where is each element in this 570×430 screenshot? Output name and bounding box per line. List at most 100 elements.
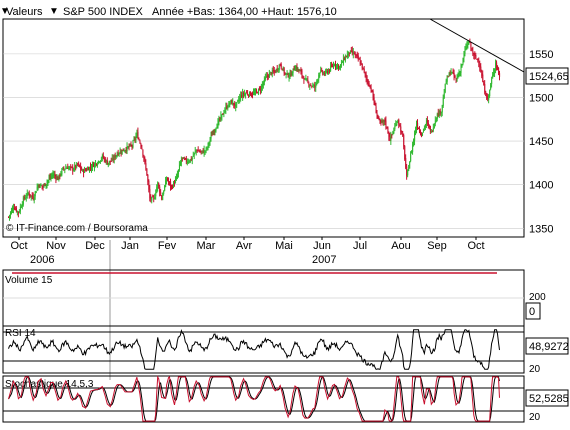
stoch-main-line (8, 375, 500, 422)
candle-body (88, 168, 90, 171)
candle-body (118, 153, 120, 155)
candle-body (21, 204, 23, 207)
candle-body (19, 206, 21, 212)
candle-body (66, 168, 68, 170)
candle-body (413, 139, 415, 145)
candle-body (172, 186, 174, 188)
candle-body (319, 72, 321, 76)
candle-body (236, 102, 238, 105)
candle-body (100, 158, 102, 160)
candle-body (377, 114, 379, 118)
candle-body (174, 182, 176, 184)
candle-body (280, 64, 282, 68)
candle-body (419, 129, 421, 131)
candle-body (364, 72, 366, 75)
candle-body (368, 83, 370, 87)
candle-body (440, 111, 442, 114)
candle-body (461, 64, 463, 67)
candle-body (332, 66, 334, 68)
candle-body (116, 153, 118, 157)
candle-body (277, 69, 279, 71)
candle-body (213, 132, 215, 134)
candle-body (196, 150, 198, 152)
instrument-arrow-icon[interactable]: ▼ (49, 6, 59, 17)
candle-body (91, 167, 93, 169)
candle-body (89, 167, 91, 172)
year-label: 2006 (30, 254, 54, 266)
candle-body (466, 44, 468, 48)
candle-body (152, 195, 154, 198)
candle-body (220, 115, 222, 120)
candle-body (330, 66, 332, 72)
candle-body (317, 79, 319, 82)
candle-body (34, 191, 36, 197)
candle-body (30, 195, 32, 197)
instrument-name[interactable]: S&P 500 INDEX (63, 6, 144, 18)
candle-body (399, 125, 401, 127)
candle-body (222, 113, 224, 115)
candle-body (96, 163, 98, 165)
candle-body (407, 170, 409, 176)
candle-body (491, 79, 493, 85)
candle-body (474, 54, 476, 57)
candle-body (468, 42, 470, 44)
candle-body (312, 85, 314, 87)
candle-body (143, 155, 145, 160)
candle-body (115, 155, 117, 158)
candle-body (284, 72, 286, 74)
candle-body (475, 55, 477, 59)
valeurs-menu[interactable]: Valeurs (6, 6, 43, 18)
candle-body (82, 169, 84, 171)
candle-body (485, 91, 487, 96)
candle-body (261, 85, 263, 92)
candle-body (13, 207, 15, 210)
candle-body (203, 149, 205, 153)
candle-body (86, 170, 88, 172)
candle-body (79, 164, 81, 167)
candle-body (250, 92, 252, 96)
candle-body (254, 92, 256, 94)
candle-body (259, 88, 261, 90)
rsi-panel-frame (2, 325, 525, 374)
candle-body (123, 150, 125, 152)
candle-body (117, 152, 119, 155)
candle-body (101, 155, 103, 159)
candle-body (454, 75, 456, 78)
candle-body (453, 73, 455, 77)
menu-arrow-icon[interactable]: ▼ (0, 6, 10, 17)
candle-body (241, 95, 243, 97)
candle-body (239, 97, 241, 101)
candle-body (15, 209, 17, 211)
volume-panel-title: Volume 15 (5, 275, 53, 286)
candle-body (9, 215, 11, 217)
candle-body (401, 131, 403, 133)
candle-body (285, 73, 287, 75)
candle-body (366, 79, 368, 81)
candle-body (281, 68, 283, 71)
candle-body (194, 150, 196, 153)
candle-body (437, 113, 439, 116)
candle-body (266, 75, 268, 77)
candle-body (371, 91, 373, 93)
candle-body (385, 120, 387, 127)
candle-body (120, 152, 122, 154)
candle-body (456, 77, 458, 81)
candle-body (416, 124, 418, 131)
candle-body (133, 139, 135, 141)
candle-body (269, 71, 271, 73)
candle-body (360, 63, 362, 65)
candle-body (463, 54, 465, 59)
candle-body (276, 68, 278, 71)
candle-body (103, 158, 105, 160)
candle-body (50, 176, 52, 178)
candle-body (45, 184, 47, 187)
candle-body (275, 69, 277, 72)
candle-body (415, 129, 417, 134)
candle-body (356, 54, 358, 57)
candle-body (218, 118, 220, 122)
candle-body (337, 65, 339, 67)
rsi-panel-title: RSI 14 (5, 328, 36, 339)
candle-body (379, 119, 381, 122)
candle-body (233, 102, 235, 106)
candle-body (201, 150, 203, 152)
